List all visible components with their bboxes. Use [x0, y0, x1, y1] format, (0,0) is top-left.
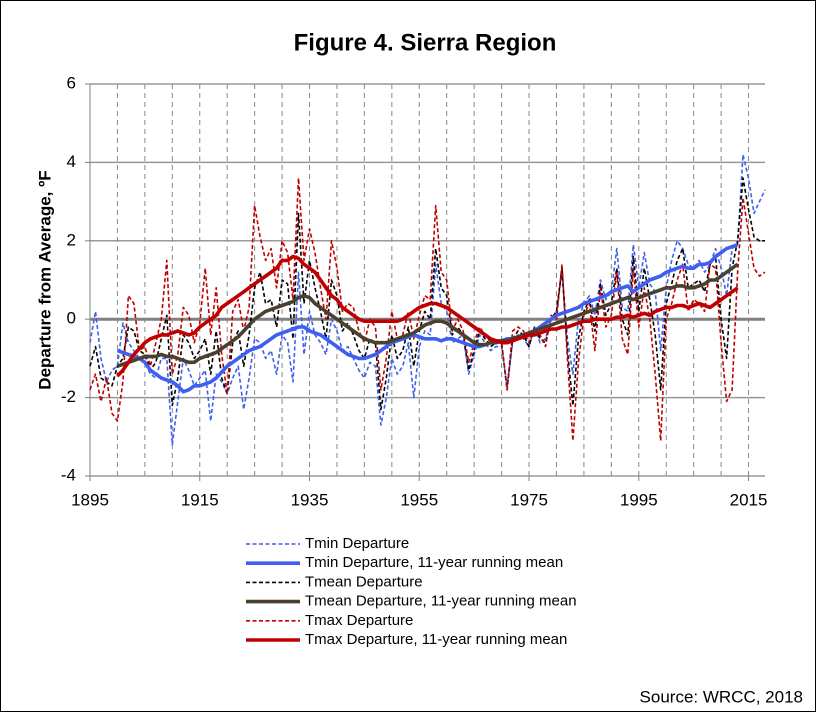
- y-tick-label: 6: [67, 73, 76, 92]
- running-mean-line: [116, 254, 739, 378]
- running-mean-line: [116, 262, 739, 368]
- legend-label: Tmax Departure: [305, 612, 413, 629]
- x-tick-label: 1975: [510, 490, 548, 509]
- legend-label: Tmax Departure, 11-year running mean: [305, 631, 567, 648]
- y-axis-label: Departure from Average, ºF: [35, 170, 54, 389]
- x-tick-label: 1915: [181, 490, 219, 509]
- source: Source: WRCC, 2018: [640, 687, 803, 706]
- legend-label: Tmin Departure: [305, 535, 409, 552]
- series-line: [89, 153, 766, 446]
- legend-label: Tmin Departure, 11-year running mean: [305, 554, 563, 571]
- y-tick-label: 4: [67, 152, 76, 171]
- y-tick-label: 0: [67, 309, 76, 328]
- running-mean-line: [116, 243, 739, 394]
- series-line: [89, 177, 765, 411]
- y-tick-label: 2: [67, 230, 76, 249]
- legend-label: Tmean Departure: [305, 573, 423, 590]
- legend-label: Tmean Departure, 11-year running mean: [305, 593, 577, 610]
- x-tick-label: 1995: [620, 490, 658, 509]
- y-tick-label: -4: [61, 465, 76, 484]
- y-tick-label: -2: [61, 387, 76, 406]
- chart-title: Figure 4. Sierra Region: [294, 29, 557, 56]
- x-tick-label: 2015: [730, 490, 768, 509]
- series-line: [89, 177, 766, 442]
- x-tick-label: 1935: [291, 490, 329, 509]
- x-tick-label: 1955: [400, 490, 438, 509]
- x-tick-label: 1895: [71, 490, 109, 509]
